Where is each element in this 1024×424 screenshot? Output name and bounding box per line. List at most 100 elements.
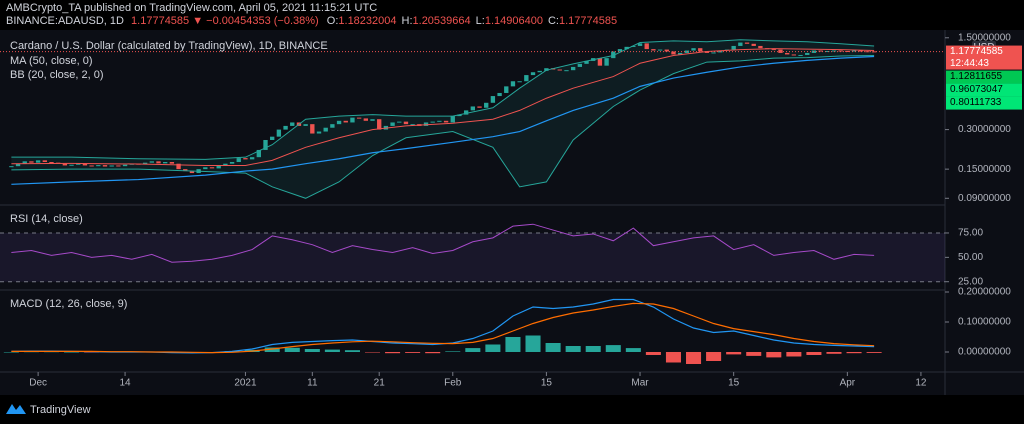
ohlc-key: O:	[327, 15, 339, 27]
x-tick-label: 12	[915, 378, 927, 389]
candle	[276, 129, 282, 137]
last-price-label: 1.17774585	[950, 46, 1003, 57]
candle	[390, 122, 395, 126]
candle	[370, 119, 375, 121]
candle	[283, 125, 288, 130]
candle	[597, 58, 603, 66]
indicator-label: 0.96073047	[950, 84, 1003, 95]
legend-entry: BB (20, close, 2, 0)	[10, 69, 104, 81]
publish-line: AMBCrypto_TA published on TradingView.co…	[6, 2, 377, 14]
candle	[504, 86, 509, 93]
candle	[163, 161, 168, 164]
candle	[249, 157, 255, 160]
candle	[183, 169, 188, 172]
candle	[510, 81, 516, 87]
candle	[430, 121, 435, 123]
candle	[805, 52, 810, 55]
histogram-bar	[405, 351, 421, 353]
bb-basis	[11, 48, 875, 166]
candle	[156, 161, 161, 164]
candle	[256, 149, 261, 158]
candle	[831, 50, 837, 52]
candle	[845, 50, 850, 52]
candle	[96, 165, 101, 167]
header-bar	[0, 0, 1024, 30]
histogram-bar	[425, 351, 441, 354]
y-tick-label: 25.00	[958, 276, 983, 287]
candle	[644, 43, 649, 50]
pane-title: RSI (14, close)	[10, 213, 83, 225]
candle	[397, 121, 402, 123]
histogram-bar	[485, 344, 501, 352]
indicator-box	[946, 83, 1022, 97]
candle	[142, 162, 148, 165]
macd-line	[11, 302, 875, 354]
x-tick-label: 14	[120, 378, 132, 389]
candle	[457, 114, 462, 117]
candle	[122, 164, 128, 167]
candle	[363, 118, 369, 121]
histogram-bar	[64, 351, 80, 353]
y-tick-label: 0.15000000	[958, 164, 1011, 175]
histogram-bar	[565, 345, 581, 352]
histogram-bar	[726, 351, 742, 355]
x-tick-label: Mar	[631, 378, 649, 389]
histogram-bar	[625, 348, 641, 352]
candle	[310, 124, 315, 134]
candle	[684, 50, 690, 53]
candle	[604, 58, 609, 66]
candle	[584, 60, 589, 64]
histogram-bar	[445, 351, 461, 352]
candle	[423, 122, 429, 126]
candle	[617, 49, 623, 52]
candle	[564, 70, 569, 72]
ohlc-key: L:	[476, 15, 485, 27]
histogram-bar	[605, 345, 621, 352]
candle	[463, 110, 469, 115]
candle	[524, 75, 529, 82]
candle	[470, 106, 476, 111]
candle	[851, 50, 857, 52]
candle	[497, 92, 502, 97]
pane-title: Cardano / U.S. Dollar (calculated by Tra…	[10, 40, 328, 52]
legend-entry: MA (50, close, 0)	[10, 55, 93, 67]
indicator-box	[946, 96, 1022, 110]
indicator-box	[946, 70, 1022, 84]
y-tick-label: 50.00	[958, 252, 983, 263]
candle	[677, 52, 683, 55]
candle	[356, 117, 362, 119]
candle	[537, 70, 542, 73]
histogram-bar	[465, 348, 481, 352]
x-tick-label: 15	[541, 378, 553, 389]
candle	[557, 69, 562, 71]
ohlc-value: 1.18232004	[338, 15, 396, 27]
rsi-band	[0, 232, 945, 282]
candle	[350, 117, 355, 123]
histogram-bar	[385, 351, 401, 354]
histogram-bar	[505, 336, 521, 352]
candle	[42, 160, 47, 162]
candle	[377, 119, 382, 130]
histogram-bar	[766, 351, 782, 358]
histogram-bar	[364, 351, 381, 353]
footer-bar	[0, 395, 1024, 424]
last-price-box	[946, 45, 1022, 70]
candle	[490, 96, 496, 103]
candle	[611, 51, 616, 59]
candle	[109, 165, 114, 167]
candle	[403, 121, 409, 125]
y-tick-label: 0.10000000	[958, 317, 1011, 328]
candle	[76, 163, 81, 165]
candle	[570, 66, 576, 71]
x-tick-label: 11	[307, 378, 318, 389]
histogram-bar	[284, 347, 300, 352]
bb-lower	[11, 54, 875, 199]
candle	[316, 131, 322, 134]
candle	[223, 163, 228, 166]
candle	[82, 163, 88, 166]
candle	[664, 49, 669, 52]
candle	[671, 51, 676, 55]
candle	[116, 165, 121, 167]
